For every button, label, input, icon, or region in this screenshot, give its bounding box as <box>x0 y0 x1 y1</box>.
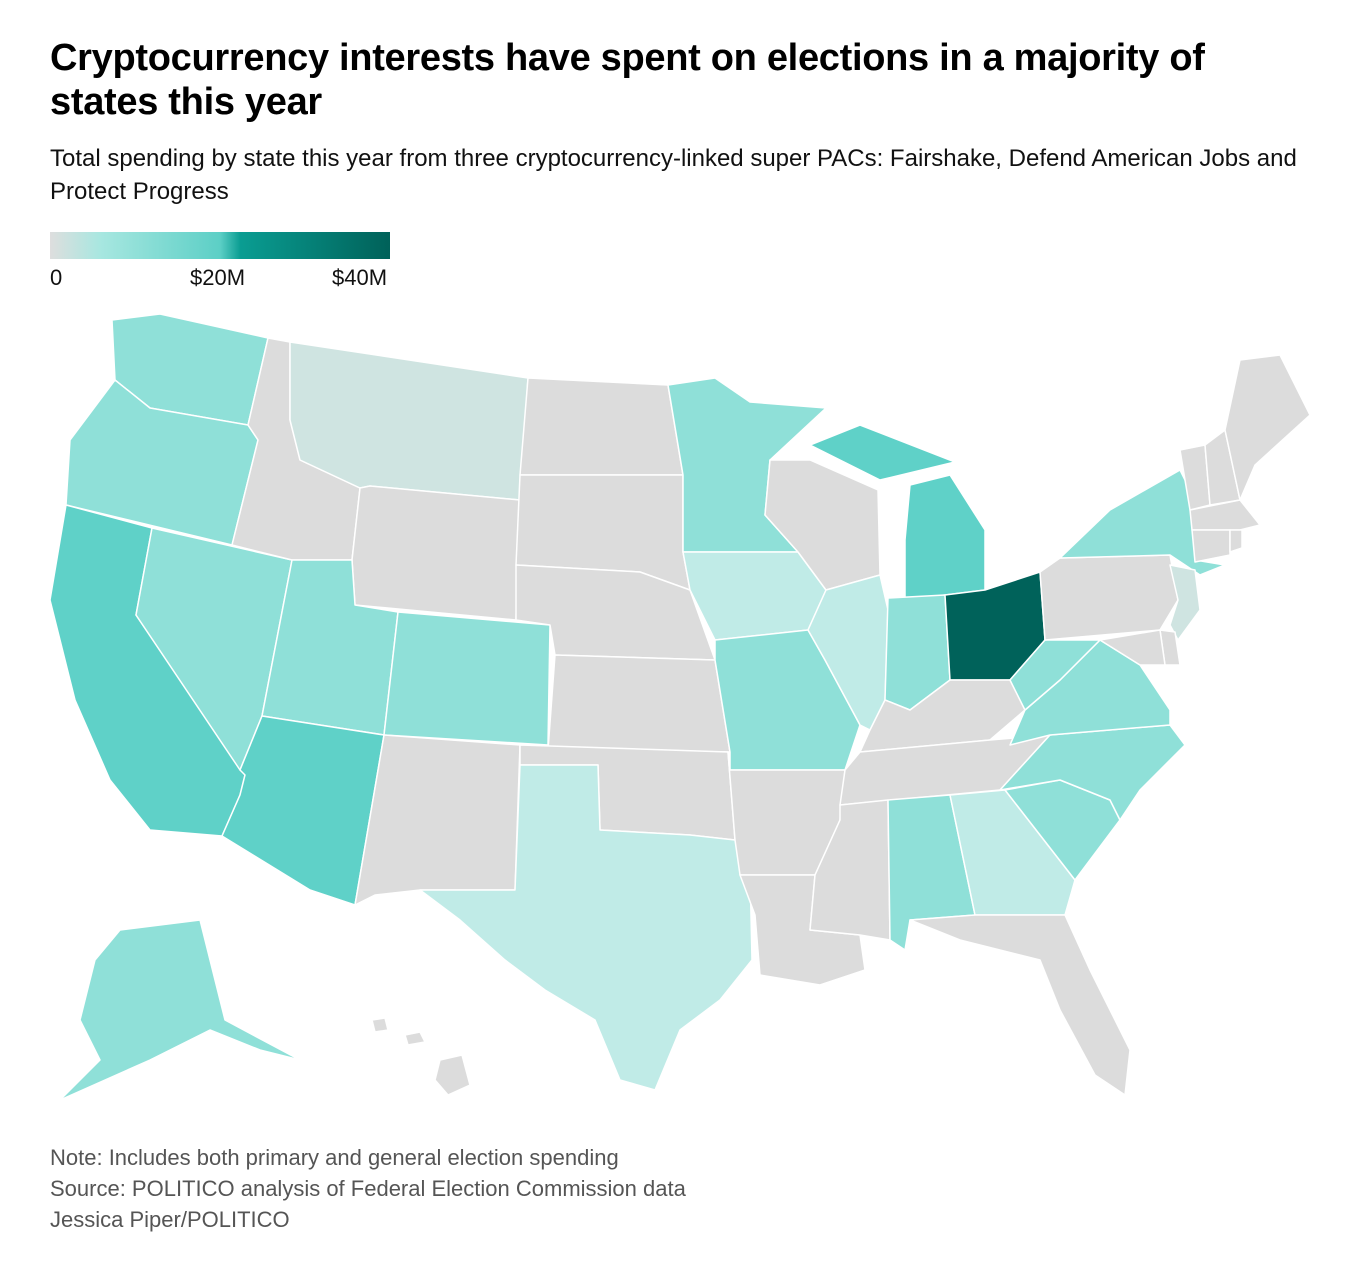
footer-credit: Jessica Piper/POLITICO <box>50 1207 290 1232</box>
us-state-map <box>49 313 1311 1101</box>
state-NJ <box>1169 564 1201 641</box>
state-KS <box>547 654 731 753</box>
chart-title: Cryptocurrency interests have spent on e… <box>50 37 1205 123</box>
legend-label-max: $40M <box>332 265 388 290</box>
state-CT <box>1191 529 1231 563</box>
state-TX <box>419 764 753 1091</box>
state-IA <box>682 551 827 641</box>
state-ME <box>1224 354 1311 501</box>
state-NM <box>354 734 521 906</box>
state-WY <box>351 485 521 621</box>
legend-label-min: 0 <box>50 265 63 290</box>
state-ND <box>519 377 684 476</box>
state-GA <box>949 789 1076 916</box>
state-HI <box>371 1017 471 1096</box>
state-CO <box>383 611 551 746</box>
footer-note: Note: Includes both primary and general … <box>50 1145 619 1170</box>
state-MD <box>1099 629 1166 666</box>
state-MA <box>1189 499 1261 531</box>
color-legend: 0 $20M $40M <box>50 232 390 292</box>
state-AK <box>59 919 301 1101</box>
legend-label-mid: $20M <box>190 265 246 290</box>
legend-gradient-bar <box>50 232 390 259</box>
footer-source: Source: POLITICO analysis of Federal Ele… <box>50 1176 686 1201</box>
state-PA <box>1039 554 1179 641</box>
chart-subtitle: Total spending by state this year from t… <box>50 145 1297 205</box>
footer: Note: Includes both primary and general … <box>50 1142 686 1235</box>
state-RI <box>1229 529 1243 553</box>
state-FL <box>909 914 1131 1096</box>
